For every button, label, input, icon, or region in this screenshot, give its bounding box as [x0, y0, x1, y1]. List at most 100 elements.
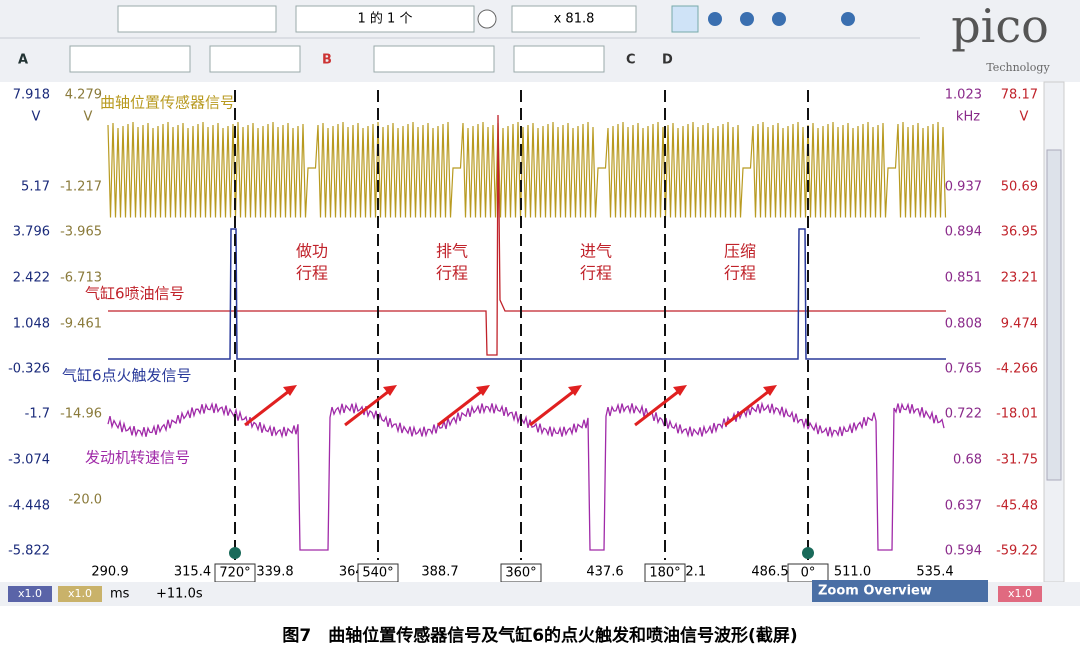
stroke-label: 做功	[296, 242, 328, 261]
zoom-tools	[708, 12, 855, 26]
axis-label: -0.326	[8, 362, 50, 377]
dropdown[interactable]	[209, 45, 301, 73]
x-label: 339.8	[256, 565, 293, 580]
marker-dot	[229, 547, 241, 559]
x-label: 290.9	[91, 565, 128, 580]
x-label: 388.7	[421, 565, 458, 580]
ignition-waveform	[108, 228, 946, 360]
axis-label: 4.279	[65, 88, 102, 103]
marker-label: 540°	[362, 566, 393, 581]
hand-tool[interactable]	[671, 5, 699, 33]
axis-label: -59.22	[996, 544, 1038, 559]
stroke-label: 压缩	[724, 242, 756, 261]
scale-chip[interactable]	[8, 586, 52, 602]
dropdown[interactable]	[117, 5, 277, 33]
toolbar-row-2	[69, 45, 605, 73]
axis-label: -20.0	[68, 493, 102, 508]
axis-label: -18.01	[996, 407, 1038, 422]
marker-label: 360°	[505, 566, 536, 581]
arrow-head	[383, 385, 397, 396]
scale-a: x1.0	[18, 587, 42, 600]
axis-label: 50.69	[1001, 180, 1038, 195]
x-label: 535.4	[916, 565, 953, 580]
dropdown[interactable]	[373, 45, 495, 73]
arrow	[344, 386, 394, 427]
dropdown[interactable]	[69, 45, 191, 73]
toolbar-row-1: 1 的 1 个 x 81.8 pico Technology	[117, 0, 1050, 74]
x-label: 486.5	[751, 565, 788, 580]
signal-label: 气缸6喷油信号	[85, 285, 185, 303]
axis-label: 0.68	[953, 453, 982, 468]
scale-chip[interactable]	[998, 586, 1042, 602]
channel-button: C	[626, 53, 636, 68]
page-counter: 1 的 1 个	[358, 11, 413, 27]
axis-label: -14.96	[60, 407, 102, 422]
axis-label: -3.074	[8, 453, 50, 468]
axis-unit: V	[32, 110, 41, 125]
brand-sub: Technology	[986, 61, 1050, 74]
plot: 7.918 5.17 3.796 2.422 1.048 -0.326 -1.7 -3.074…	[8, 88, 1038, 583]
x-label: 437.6	[586, 565, 623, 580]
signal-label: 曲轴位置传感器信号	[100, 94, 235, 112]
marker-label: 180°	[649, 566, 680, 581]
zoom-overview-bar[interactable]	[812, 580, 988, 602]
stroke-label: 进气	[580, 242, 612, 261]
stroke-label: 排气	[436, 242, 468, 261]
arrow-head	[568, 385, 582, 396]
axis-label: 3.796	[13, 225, 50, 240]
scale-chip[interactable]	[58, 586, 102, 602]
arrow	[634, 386, 684, 427]
arrow-head	[763, 385, 777, 396]
zoom-selector[interactable]	[511, 5, 637, 33]
marker-label: 0°	[801, 566, 816, 581]
axis-label: -1.217	[60, 180, 102, 195]
compass-button[interactable]	[477, 9, 497, 29]
stroke-label: 行程	[580, 264, 612, 283]
axis-label: -45.48	[996, 499, 1038, 514]
axis-label: 0.765	[945, 362, 982, 377]
stroke-label: 行程	[436, 264, 468, 283]
arrow-head	[673, 385, 687, 396]
channel-button: D	[662, 53, 673, 68]
arrow	[724, 386, 774, 427]
crank-waveform	[107, 121, 947, 218]
axis-label: 1.023	[945, 88, 982, 103]
axis-label: -4.266	[996, 362, 1038, 377]
stroke-label: 行程	[724, 264, 756, 283]
axis-label: 5.17	[21, 180, 50, 195]
axis-label: 0.594	[945, 544, 982, 559]
x-label: 511.0	[834, 565, 871, 580]
dropdown[interactable]	[513, 45, 605, 73]
injector-waveform	[108, 114, 946, 356]
axis-label: -9.461	[60, 317, 102, 332]
page-selector[interactable]	[295, 5, 475, 33]
axis-label: 0.894	[945, 225, 982, 240]
axis-label: 0.637	[945, 499, 982, 514]
axis-label: 78.17	[1001, 88, 1038, 103]
axis-label: 36.95	[1001, 225, 1038, 240]
axis-label: -5.822	[8, 544, 50, 559]
axis-label: 0.851	[945, 271, 982, 286]
arrow	[244, 386, 294, 427]
axis-label: 2.422	[13, 271, 50, 286]
scroll-thumb[interactable]	[1046, 149, 1062, 481]
arrow	[529, 386, 579, 427]
axis-label: -4.448	[8, 499, 50, 514]
axis-label: -1.7	[25, 407, 50, 422]
signal-label: 发动机转速信号	[85, 449, 190, 467]
scale-b: x1.0	[68, 587, 92, 600]
axis-label: 1.048	[13, 317, 50, 332]
axis-label: -3.965	[60, 225, 102, 240]
scale-c: x1.0	[1008, 587, 1032, 600]
axis-label: 0.722	[945, 407, 982, 422]
zoom-value: x 81.8	[554, 12, 595, 27]
brand-logo: pico	[951, 0, 1049, 53]
axis-unit: V	[1020, 110, 1029, 125]
arrow-head	[476, 385, 490, 396]
axis-unit: V	[84, 110, 93, 125]
time-offset: +11.0s	[156, 587, 203, 602]
x-label: 315.4	[174, 565, 211, 580]
signal-label: 气缸6点火触发信号	[62, 367, 192, 385]
arrow-head	[283, 385, 297, 396]
